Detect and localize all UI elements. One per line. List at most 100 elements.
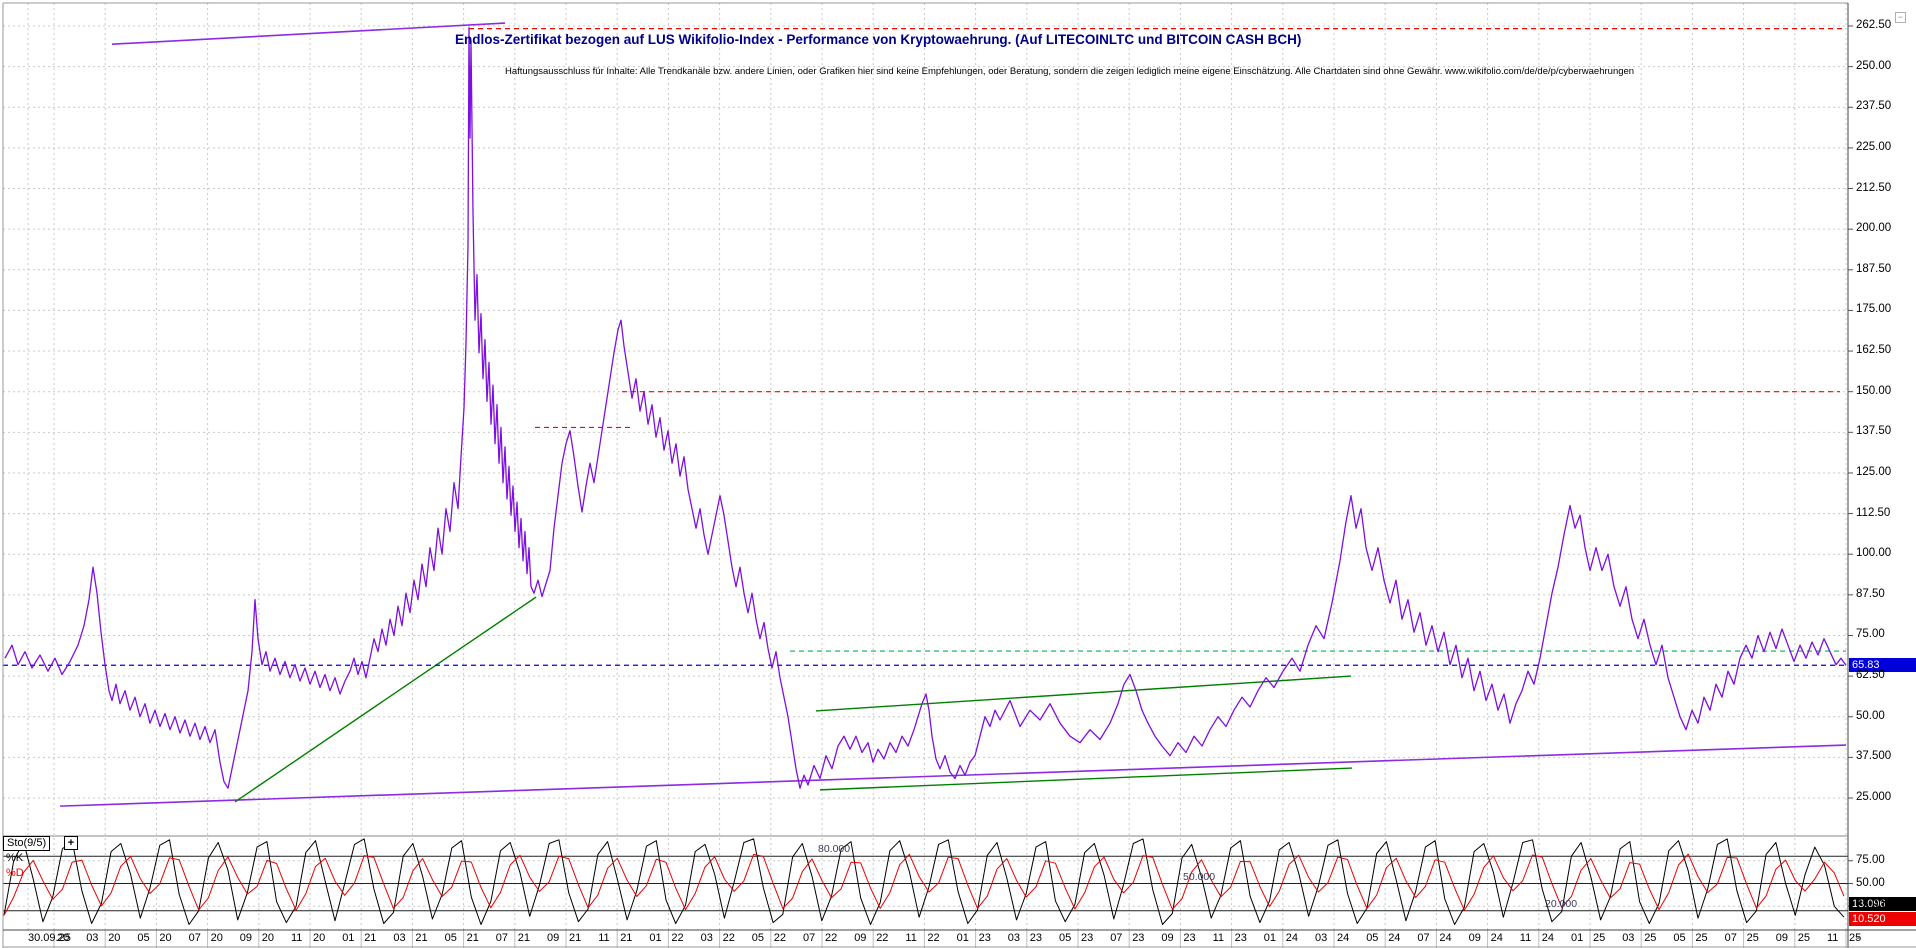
x-tick-month: 03: [1315, 932, 1328, 944]
stochastic-level-label: 50.000: [1183, 870, 1216, 883]
x-tick-year: 24: [1285, 932, 1299, 944]
y-axis-label: 162.50: [1856, 344, 1892, 357]
x-tick-month: 07: [1724, 932, 1737, 944]
x-tick-year: 20: [210, 932, 223, 944]
x-tick-year: 23: [1132, 932, 1145, 944]
x-tick-year: 25: [1695, 932, 1708, 944]
x-tick-year: 20: [159, 932, 172, 944]
x-tick-month: 03: [393, 932, 406, 944]
y-axis-label: 237.50: [1856, 100, 1892, 113]
y-axis-label: 187.50: [1856, 262, 1892, 275]
x-tick-month: 03: [86, 932, 99, 944]
x-axis-end-dash: -: [1856, 932, 1860, 944]
x-tick-month: 11: [291, 932, 303, 944]
x-tick-year: 22: [825, 932, 838, 944]
x-tick-year: 22: [927, 932, 940, 944]
y-axis-label: 75.00: [1856, 628, 1885, 641]
stochastic-d-label: %D: [6, 867, 24, 879]
x-tick-month: 09: [854, 932, 867, 944]
y-axis-label: 50.00: [1856, 709, 1885, 722]
x-tick-year: 23: [1234, 932, 1247, 944]
price-line: [4, 26, 1847, 789]
y-axis-label: 137.50: [1856, 425, 1892, 438]
support-green-mid: [819, 767, 1353, 791]
x-tick-year: 25: [1593, 932, 1606, 944]
current-price-badge: 65.83: [1849, 658, 1916, 672]
stochastic-d-line: [3, 853, 1845, 916]
collapse-panel-icon[interactable]: −: [1895, 12, 1906, 23]
x-tick-month: 05: [444, 932, 457, 944]
panel-axis-label: 75.00: [1856, 853, 1885, 866]
x-tick-month: 09: [547, 932, 560, 944]
x-tick-month: 07: [1417, 932, 1430, 944]
x-tick-month: 11: [1212, 932, 1225, 944]
x-tick-month: 07: [1110, 932, 1123, 944]
x-tick-year: 24: [1490, 932, 1503, 944]
y-axis-label: 200.00: [1856, 222, 1892, 235]
x-tick-year: 24: [1388, 932, 1401, 944]
x-tick-month: 01: [649, 932, 662, 944]
x-tick-month: 01: [342, 932, 355, 944]
x-tick-month: 01: [1263, 932, 1277, 944]
y-axis-label: 87.50: [1856, 587, 1885, 600]
chart-disclaimer: Haftungsausschluss für Inhalte: Alle Tre…: [505, 66, 1635, 77]
x-tick-year: 20: [108, 932, 121, 944]
x-tick-month: 11: [1519, 932, 1532, 944]
x-tick-year: 23: [1081, 932, 1094, 944]
x-tick-year: 25: [1849, 932, 1862, 944]
y-axis-label: 175.00: [1856, 303, 1892, 316]
x-axis-start-date: 30.09.25: [28, 932, 71, 944]
stochastic-k-line: [3, 838, 1845, 925]
y-axis-label: 62.50: [1856, 669, 1885, 682]
x-tick-year: 20: [57, 932, 70, 944]
upper-channel-purple: [111, 22, 506, 46]
stochastic-level-label: 20.000: [1545, 897, 1578, 910]
x-tick-year: 21: [415, 932, 428, 944]
panel-axis-label: 50.00: [1856, 876, 1885, 889]
x-tick-month: 03: [1622, 932, 1635, 944]
y-axis-label: 212.50: [1856, 181, 1892, 194]
x-tick-month: 07: [495, 932, 509, 944]
y-axis-label: 25.000: [1856, 791, 1892, 803]
x-tick-month: 05: [1366, 932, 1379, 944]
x-tick-month: 05: [1059, 932, 1072, 944]
x-tick-month: 01: [956, 932, 969, 944]
chart-title: Endlos-Zertifikat bezogen auf LUS Wikifo…: [455, 32, 1302, 47]
x-tick-year: 22: [722, 932, 735, 944]
x-tick-year: 20: [261, 932, 275, 944]
y-axis-label: 100.00: [1856, 547, 1892, 560]
x-tick-month: 09: [239, 932, 253, 944]
x-tick-year: 24: [1541, 932, 1555, 944]
x-tick-month: 05: [137, 932, 150, 944]
x-tick-month: 11: [905, 932, 917, 944]
x-tick-month: 11: [1827, 932, 1839, 944]
y-axis-label: 150.00: [1856, 384, 1892, 397]
y-axis-label: 262.50: [1856, 19, 1892, 31]
x-tick-month: 09: [1161, 932, 1174, 944]
x-tick-year: 21: [466, 932, 479, 944]
x-tick-month: 11: [598, 932, 610, 944]
x-tick-year: 25: [1746, 932, 1759, 944]
x-tick-year: 21: [517, 932, 531, 944]
x-tick-year: 21: [620, 932, 633, 944]
x-tick-year: 22: [671, 932, 684, 944]
stochastic-k-badge: 13.096: [1849, 897, 1916, 911]
x-tick-month: 07: [188, 932, 201, 944]
x-tick-year: 22: [773, 932, 787, 944]
stochastic-level-label: 80.000: [818, 843, 851, 856]
x-tick-year: 23: [978, 932, 991, 944]
resistance-green-mid: [815, 675, 1352, 712]
stochastic-k-label: %K: [6, 852, 24, 864]
x-tick-month: 01: [1571, 932, 1584, 944]
y-axis-label: 250.00: [1856, 59, 1892, 72]
x-tick-year: 23: [1029, 932, 1043, 944]
x-tick-year: 21: [569, 932, 582, 944]
y-axis-label: 112.50: [1856, 506, 1891, 519]
x-tick-year: 22: [876, 932, 889, 944]
x-tick-year: 24: [1439, 932, 1452, 944]
stochastic-d-badge: 10.520: [1849, 912, 1916, 926]
add-indicator-button[interactable]: +: [64, 836, 78, 850]
indicator-label-sto[interactable]: Sto(9/5): [3, 836, 51, 851]
